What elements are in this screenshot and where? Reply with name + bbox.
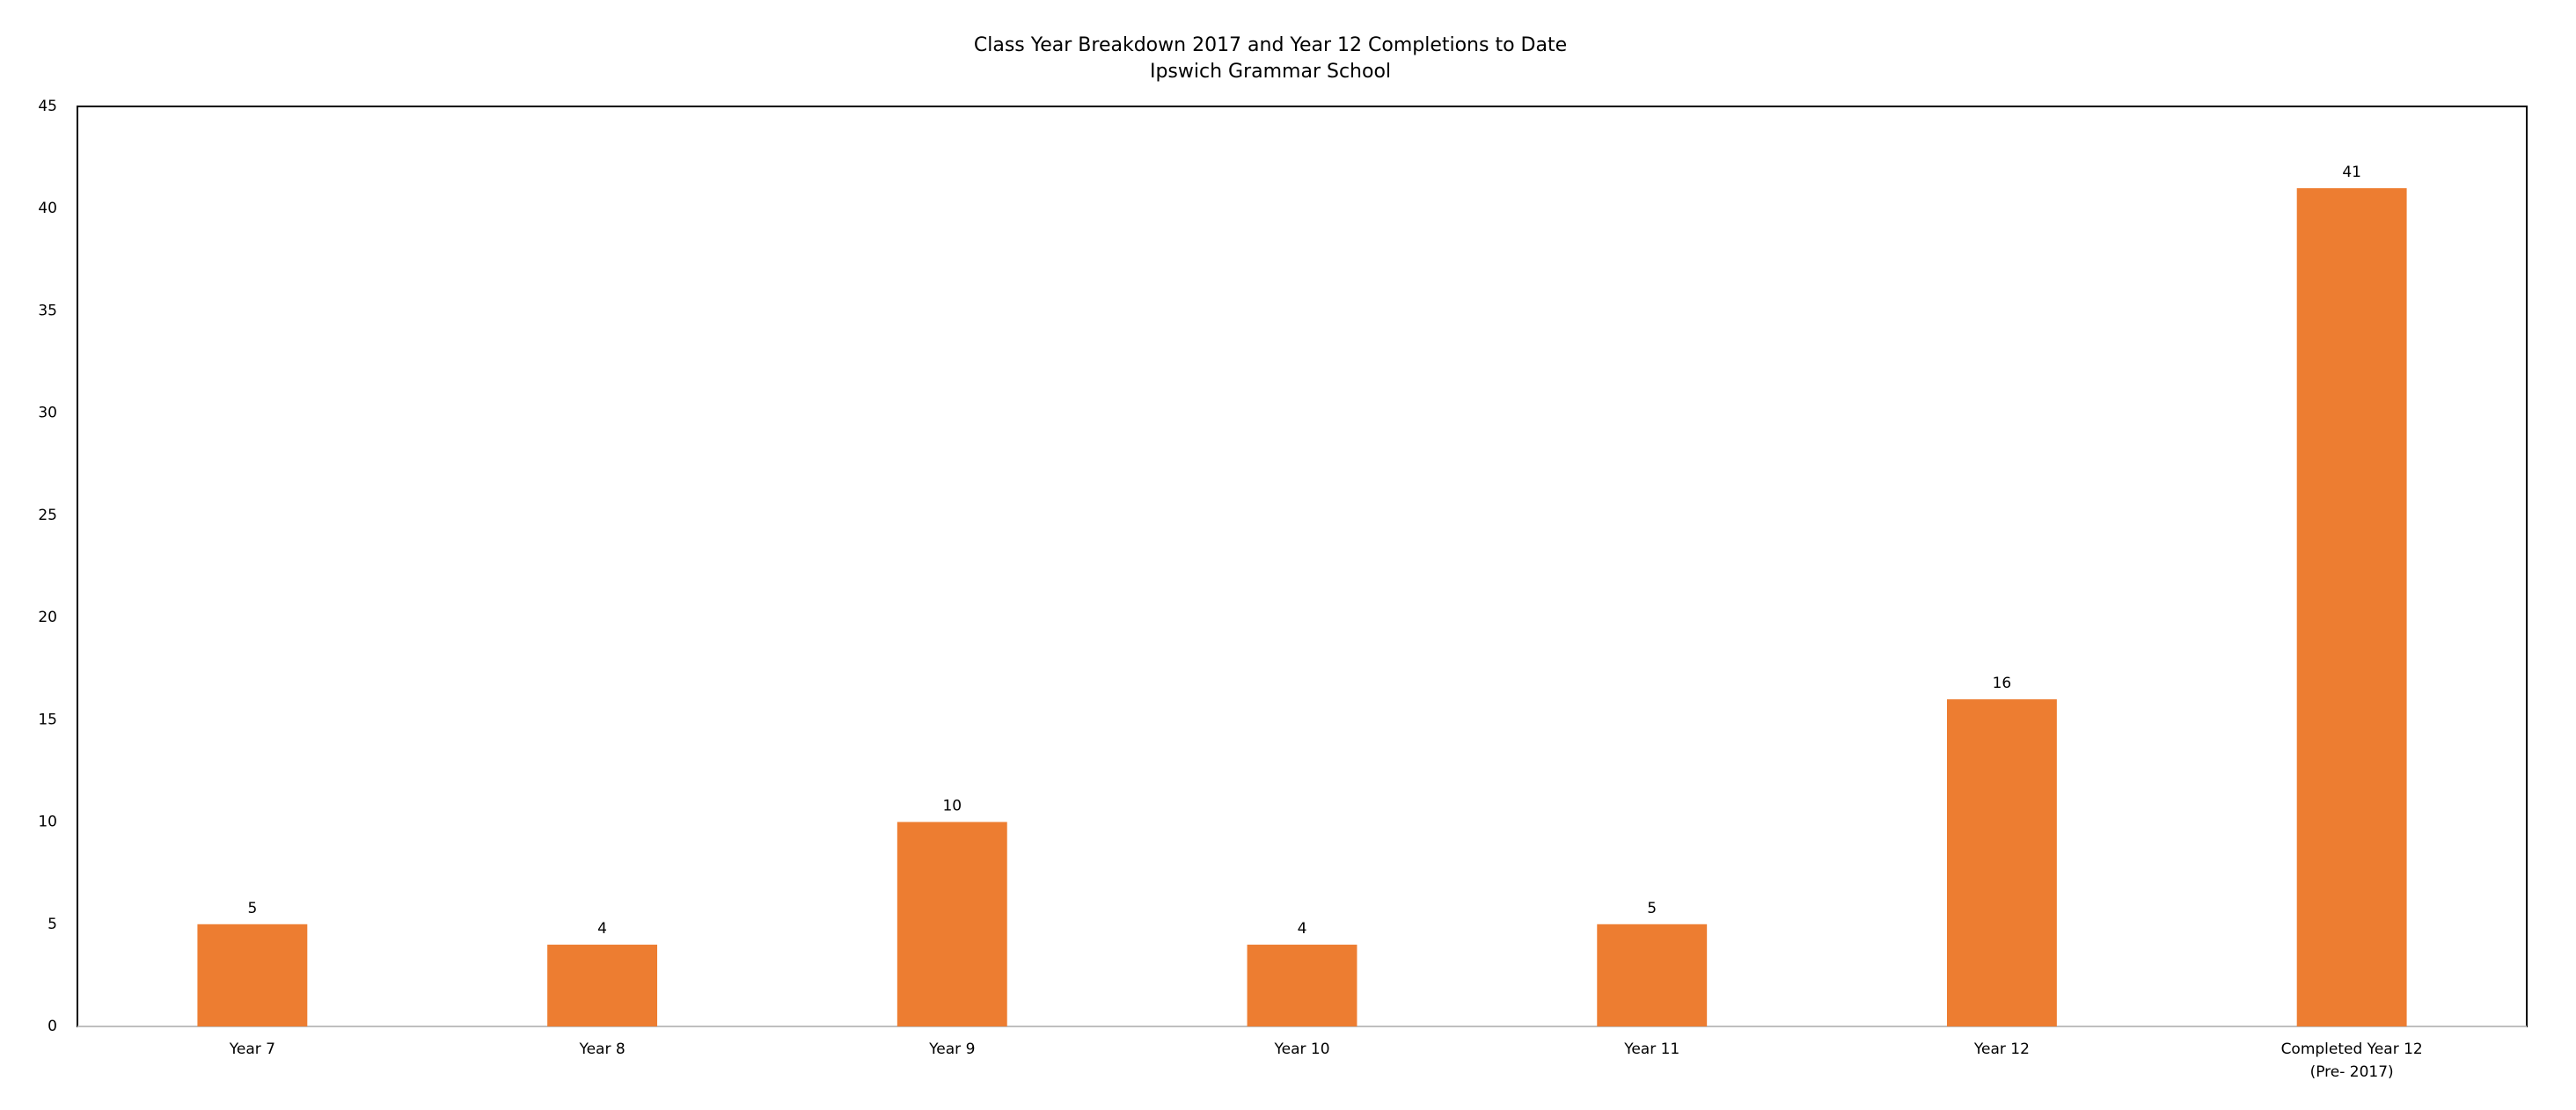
bar — [1946, 699, 2057, 1026]
chart-title: Class Year Breakdown 2017 and Year 12 Co… — [974, 34, 1567, 56]
data-label: 41 — [2342, 164, 2361, 181]
data-label: 10 — [942, 798, 962, 815]
x-tick-label: Completed Year 12 (Pre- 2017) — [2280, 1041, 2423, 1081]
chart-subtitle: Ipswich Grammar School — [1150, 61, 1391, 83]
y-tick-label: 5 — [48, 916, 57, 933]
data-label: 5 — [247, 900, 257, 917]
plot-frame — [77, 106, 2528, 1027]
y-tick-label: 10 — [38, 814, 57, 831]
bar — [896, 822, 1007, 1026]
bar — [2296, 187, 2407, 1026]
y-tick-label: 20 — [38, 609, 57, 626]
x-tick-label: Year 11 — [1624, 1041, 1680, 1058]
bar — [547, 945, 658, 1026]
x-tick-label: Year 10 — [1274, 1041, 1330, 1058]
bar — [1597, 924, 1708, 1026]
data-label: 16 — [1993, 675, 2012, 692]
bar — [197, 924, 308, 1026]
y-tick-label: 35 — [38, 302, 57, 319]
bar — [1247, 945, 1358, 1026]
data-label: 4 — [1298, 920, 1307, 938]
data-label: 5 — [1647, 900, 1657, 917]
data-label: 4 — [597, 920, 607, 938]
x-tick-label: Year 7 — [229, 1041, 275, 1058]
y-tick-label: 25 — [38, 507, 57, 524]
x-tick-label: Year 8 — [579, 1041, 626, 1058]
x-tick-label: Year 12 — [1973, 1041, 2030, 1058]
y-tick-label: 40 — [38, 200, 57, 217]
y-tick-label: 45 — [38, 98, 57, 115]
y-tick-label: 15 — [38, 711, 57, 728]
y-tick-label: 0 — [48, 1018, 57, 1035]
y-tick-label: 30 — [38, 405, 57, 422]
x-tick-label: Year 9 — [929, 1041, 976, 1058]
